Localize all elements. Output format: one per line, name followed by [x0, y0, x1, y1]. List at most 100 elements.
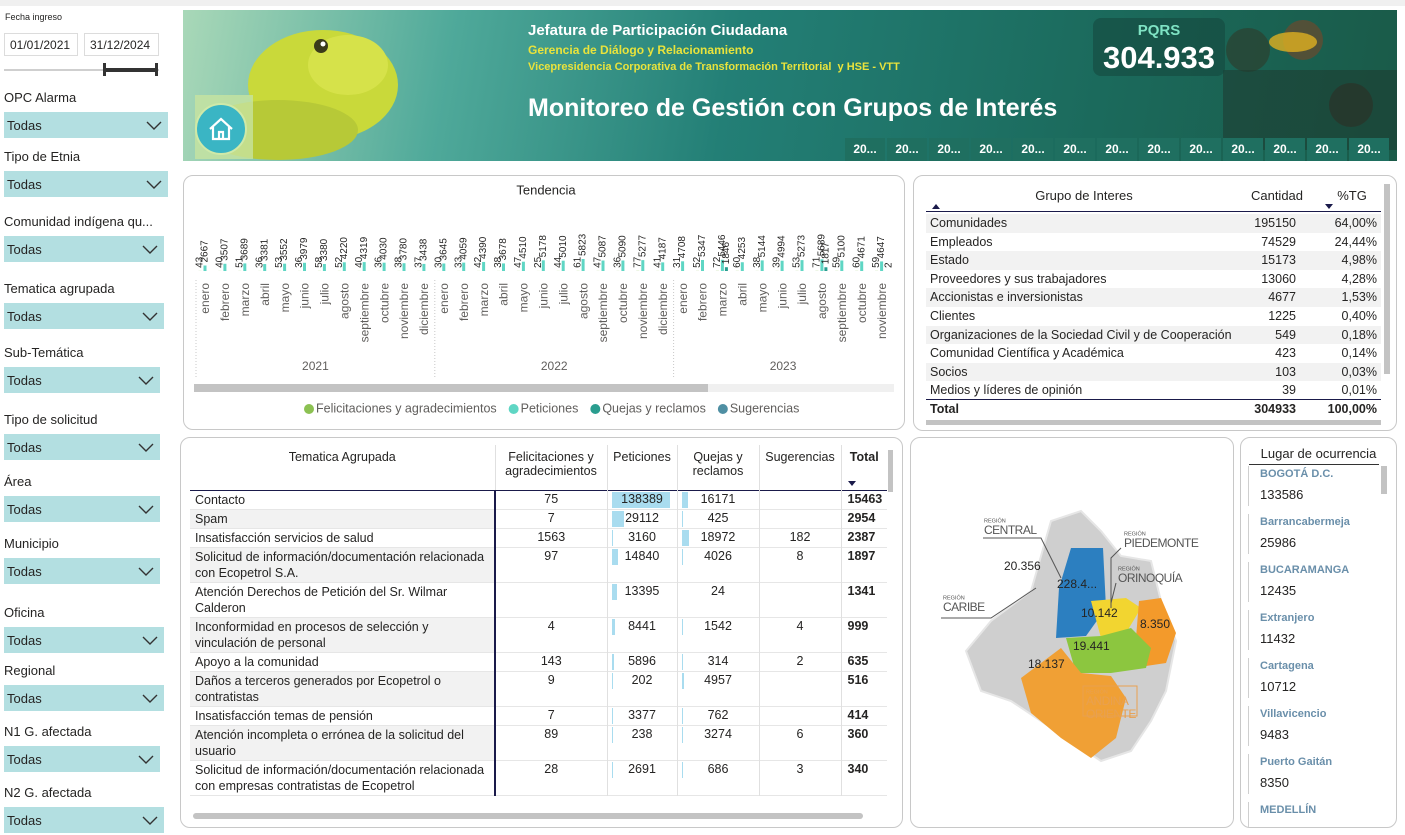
slicer-dropdown[interactable]: Todas	[4, 496, 160, 522]
table-row: Comunidades 195150 64,00%	[926, 214, 1381, 233]
x-tick-label: abril	[735, 283, 749, 306]
bar	[223, 263, 227, 271]
date-input[interactable]: 31/12/2024	[84, 33, 159, 56]
chevron	[146, 121, 162, 130]
data-label: 43	[195, 256, 206, 268]
year-button[interactable]: 20...	[929, 138, 969, 161]
home-button[interactable]	[195, 103, 247, 155]
data-label: 1846	[721, 242, 732, 265]
themes-panel: Tematica Agrupada Felicitaciones y agrade…	[180, 437, 903, 828]
group-share: 1,53%	[1341, 290, 1377, 305]
table-row: Empleados 74529 24,44%	[926, 232, 1381, 252]
theme-name: Apoyo a la comunidad	[190, 652, 495, 671]
slicer-dropdown[interactable]: Todas	[4, 171, 168, 197]
chevron-glyph	[142, 312, 158, 321]
cell-text: Apoyo a la comunidad	[195, 654, 319, 669]
table-cell: 686	[677, 760, 760, 795]
region-green-shape	[1066, 628, 1151, 673]
slider-handle[interactable]	[103, 63, 106, 76]
cell-text: 3274	[704, 726, 732, 741]
slicer-value: Todas	[7, 502, 42, 517]
cell-text: 75	[544, 491, 559, 506]
place-name: BOGOTÁ D.C.	[1260, 468, 1334, 480]
slider-handle[interactable]	[155, 63, 158, 76]
slicer-dropdown[interactable]: Todas	[4, 807, 164, 833]
slicer-label: N1 G. afectada	[4, 724, 92, 739]
year-button[interactable]: 20...	[845, 138, 885, 161]
data-label: 3380	[319, 238, 330, 261]
total-row: Total 304933 100,00%	[926, 399, 1381, 419]
theme-name: Atención Derechos de Petición del Sr. Wi…	[190, 582, 495, 617]
slicer-dropdown[interactable]: Todas	[4, 236, 164, 262]
cell-text: 686	[707, 761, 729, 776]
year-button[interactable]: 20...	[1265, 138, 1305, 161]
photo-bodies	[1223, 70, 1397, 150]
date-input[interactable]: 01/01/2021	[4, 33, 78, 56]
item-rule	[1248, 754, 1249, 794]
scrollbar[interactable]	[1384, 184, 1390, 374]
scrollbar-h[interactable]	[926, 420, 1381, 425]
cell-text: 8441	[628, 618, 656, 633]
place-value: 12435	[1260, 583, 1297, 598]
kpi-value: 304.933	[1102, 40, 1216, 75]
bar	[382, 262, 386, 271]
year-button[interactable]: 20...	[1055, 138, 1095, 161]
year-button[interactable]: 20...	[971, 138, 1011, 161]
chevron	[142, 636, 158, 645]
table-header: Sugerencias	[758, 445, 842, 490]
year-button[interactable]: 20...	[1349, 138, 1389, 161]
slicer-dropdown[interactable]: Todas	[4, 112, 168, 138]
cell-text: 414	[847, 707, 869, 722]
year-button[interactable]: 20...	[887, 138, 927, 161]
data-label: 72	[712, 256, 723, 268]
x-tick-label: enero	[676, 283, 690, 314]
year-button[interactable]: 20...	[1307, 138, 1347, 161]
year-button[interactable]: 20...	[1013, 138, 1053, 161]
year-button[interactable]: 20...	[1223, 138, 1263, 161]
year-button[interactable]: 20...	[1097, 138, 1137, 161]
themes-table: Tematica Agrupada Felicitaciones y agrade…	[190, 445, 887, 796]
scroll-thumb[interactable]	[194, 384, 708, 392]
cell-text: 24	[711, 583, 725, 598]
header-row: Tematica Agrupada Felicitaciones y agrade…	[190, 445, 887, 490]
data-label: 5090	[618, 235, 629, 258]
theme-name: Spam	[190, 509, 495, 528]
group-count: 195150	[1254, 216, 1296, 230]
scrollbar-v[interactable]	[888, 450, 893, 492]
table-row: Solicitud de información/documentación r…	[190, 760, 887, 795]
group-name: Clientes	[930, 309, 976, 323]
cell-text: Daños a terceros generados por Ecopetrol…	[195, 673, 441, 704]
map-panel: REGIÓN CENTRAL REGIÓN PIEDEMONTE REGIÓN ORINO…	[910, 437, 1234, 828]
table-cell: 6	[759, 725, 842, 760]
data-bar	[611, 761, 613, 778]
table-cell: 1897	[841, 547, 887, 582]
x-tick-label: diciembre	[417, 283, 431, 335]
item-rule	[1248, 466, 1249, 506]
group-name: Medios y líderes de opinión	[930, 383, 1083, 398]
slicer-dropdown[interactable]: Todas	[4, 367, 160, 393]
slicer-dropdown[interactable]: Todas	[4, 627, 164, 653]
slicer-dropdown[interactable]: Todas	[4, 558, 160, 584]
place-value: 8350	[1260, 775, 1289, 790]
bar	[521, 261, 525, 271]
scrollbar-v[interactable]	[1381, 466, 1387, 494]
group-count: 13060	[1261, 271, 1296, 286]
data-label: 25	[533, 256, 544, 268]
slicer-dropdown[interactable]: Todas	[4, 303, 164, 329]
data-label: 4319	[359, 236, 370, 259]
cell-text: 3	[796, 761, 804, 776]
data-bar	[681, 491, 689, 508]
cell-text: 2954	[847, 510, 876, 525]
scrollbar-h[interactable]	[193, 813, 863, 819]
table-cell: 999	[841, 617, 887, 652]
slicer-dropdown[interactable]: Todas	[4, 434, 160, 460]
year-button[interactable]: 20...	[1139, 138, 1179, 161]
group-count: 15173	[1261, 253, 1296, 268]
trend-chart: Tendencia432667enero403507febrero513689m…	[194, 182, 895, 415]
slicer-dropdown[interactable]: Todas	[4, 746, 160, 772]
year-button[interactable]: 20...	[1181, 138, 1221, 161]
region-tag: REGIÓN	[1118, 565, 1140, 572]
table-cell: 24	[677, 582, 760, 617]
slicer-dropdown[interactable]: Todas	[4, 685, 164, 711]
table-cell: 2954	[841, 509, 887, 528]
